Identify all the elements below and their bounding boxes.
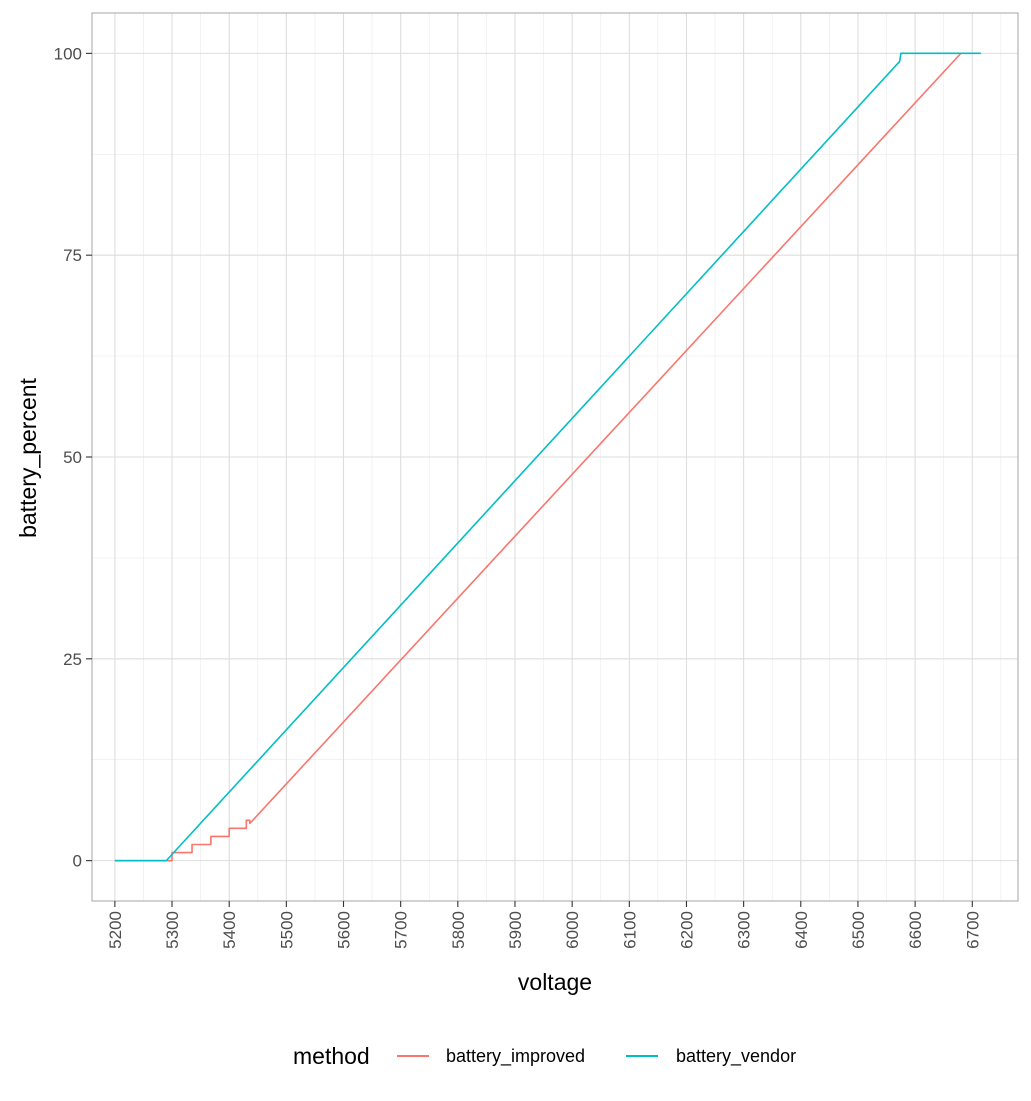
x-tick-label: 5300 [163, 911, 182, 949]
y-tick-label: 50 [63, 448, 82, 467]
series-group [114, 52, 981, 862]
x-tick-label: 5600 [335, 911, 354, 949]
x-tick-label: 6700 [963, 911, 982, 949]
x-tick-label: 6300 [735, 911, 754, 949]
x-tick-label: 5400 [220, 911, 239, 949]
x-tick-label: 5200 [106, 911, 125, 949]
x-tick-label: 5500 [277, 911, 296, 949]
series-line-battery-vendor [114, 52, 981, 862]
y-tick-label: 0 [73, 852, 82, 871]
x-tick-label: 6600 [906, 911, 925, 949]
legend-title: method [293, 1043, 370, 1069]
grid-major [92, 13, 1018, 901]
legend-label-battery-improved: battery_improved [446, 1046, 585, 1067]
x-tick-label: 6000 [563, 911, 582, 949]
y-tick-label: 25 [63, 650, 82, 669]
y-tick-label: 100 [54, 44, 82, 63]
x-axis-title: voltage [518, 969, 592, 995]
x-axis-ticks: 5200 5300 5400 5500 5600 5700 5800 5900 6000 6100… [106, 901, 982, 949]
x-tick-label: 6500 [849, 911, 868, 949]
x-tick-label: 6200 [677, 911, 696, 949]
x-tick-label: 5900 [506, 911, 525, 949]
y-axis-ticks: 0 25 50 75 100 [54, 44, 92, 871]
x-tick-label: 6400 [792, 911, 811, 949]
x-tick-label: 5700 [392, 911, 411, 949]
legend-label-battery-vendor: battery_vendor [676, 1046, 796, 1067]
y-axis-title: battery_percent [15, 377, 41, 537]
x-tick-label: 6100 [620, 911, 639, 949]
x-tick-label: 5800 [449, 911, 468, 949]
y-tick-label: 75 [63, 246, 82, 265]
legend: method battery_improved battery_vendor [293, 1043, 796, 1069]
series-line-battery-improved [114, 52, 962, 862]
